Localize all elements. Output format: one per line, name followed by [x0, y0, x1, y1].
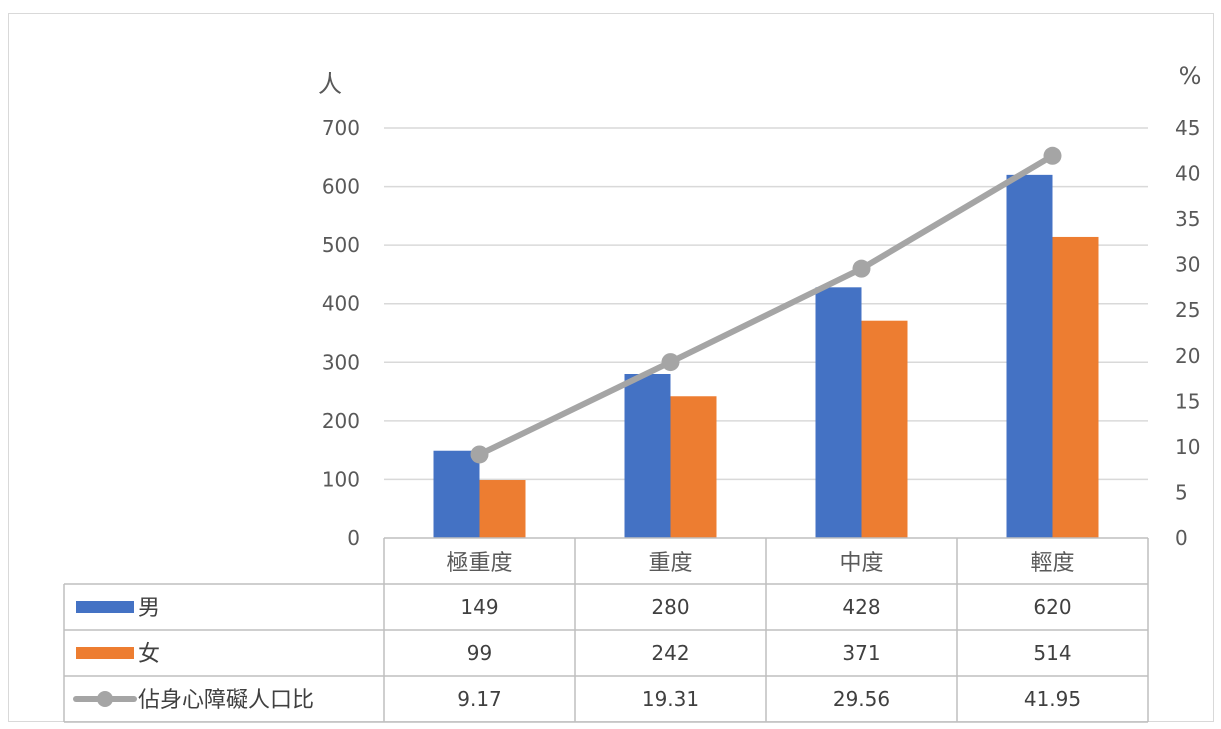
left-tick-label: 600 [322, 175, 360, 199]
bar-男-極重度 [433, 450, 480, 538]
data-label: 9.17 [457, 687, 502, 711]
data-label: 29.56 [833, 687, 890, 711]
legend-label: 佔身心障礙人口比 [138, 688, 314, 713]
left-axis: 0 100 200 300 400 500 600 700 [322, 116, 360, 550]
data-label: 19.31 [642, 687, 699, 711]
category-label: 重度 [648, 551, 692, 576]
data-label: 99 [467, 641, 492, 665]
bar-女-重度 [670, 396, 717, 538]
right-tick-label: 5 [1175, 480, 1188, 504]
bar-series [433, 174, 1099, 538]
line-point-中度 [852, 259, 871, 278]
right-tick-label: 10 [1175, 435, 1200, 459]
line-point-重度 [661, 353, 680, 372]
right-tick-label: 45 [1175, 116, 1200, 140]
data-label: 149 [460, 595, 498, 619]
bar-男-輕度 [1006, 174, 1053, 538]
line-series [470, 146, 1062, 464]
data-table: 極重度 重度 中度 輕度男 149 280 428 620 女 99 242 371 514 佔身心障礙人… [63, 537, 1149, 723]
category-label: 輕度 [1030, 551, 1074, 576]
legend-key-男 [76, 601, 134, 613]
legend-key-marker [97, 691, 113, 707]
left-tick-label: 400 [322, 292, 360, 316]
bar-男-中度 [815, 287, 862, 538]
data-label: 620 [1033, 595, 1071, 619]
bar-女-輕度 [1052, 236, 1099, 538]
right-axis-unit: % [1179, 62, 1202, 90]
legend-label: 女 [138, 642, 160, 667]
bar-女-極重度 [479, 480, 526, 538]
line-point-輕度 [1043, 146, 1062, 165]
right-tick-label: 35 [1175, 207, 1200, 231]
left-tick-label: 200 [322, 409, 360, 433]
left-tick-label: 0 [347, 526, 360, 550]
category-label: 中度 [839, 551, 883, 576]
bar-男-重度 [624, 374, 671, 538]
line-佔身心障礙人口比 [476, 152, 1056, 458]
left-tick-label: 500 [322, 233, 360, 257]
left-tick-label: 700 [322, 116, 360, 140]
data-label: 242 [651, 641, 689, 665]
right-axis: 0 5 10 15 20 25 30 35 40 45 [1175, 116, 1200, 550]
right-tick-label: 25 [1175, 298, 1200, 322]
right-tick-label: 20 [1175, 344, 1200, 368]
data-label: 514 [1033, 641, 1071, 665]
left-axis-unit: 人 [318, 70, 342, 98]
right-tick-label: 15 [1175, 389, 1200, 413]
data-label: 280 [651, 595, 689, 619]
left-tick-label: 100 [322, 467, 360, 491]
category-label: 極重度 [446, 551, 512, 576]
right-tick-label: 40 [1175, 162, 1200, 186]
bar-女-中度 [861, 320, 908, 538]
legend-key-女 [76, 647, 134, 659]
left-tick-label: 300 [322, 350, 360, 374]
legend-label: 男 [138, 596, 160, 621]
data-label: 428 [842, 595, 880, 619]
right-tick-label: 30 [1175, 253, 1200, 277]
data-label: 41.95 [1024, 687, 1081, 711]
data-label: 371 [842, 641, 880, 665]
line-point-極重度 [470, 445, 489, 464]
right-tick-label: 0 [1175, 526, 1188, 550]
